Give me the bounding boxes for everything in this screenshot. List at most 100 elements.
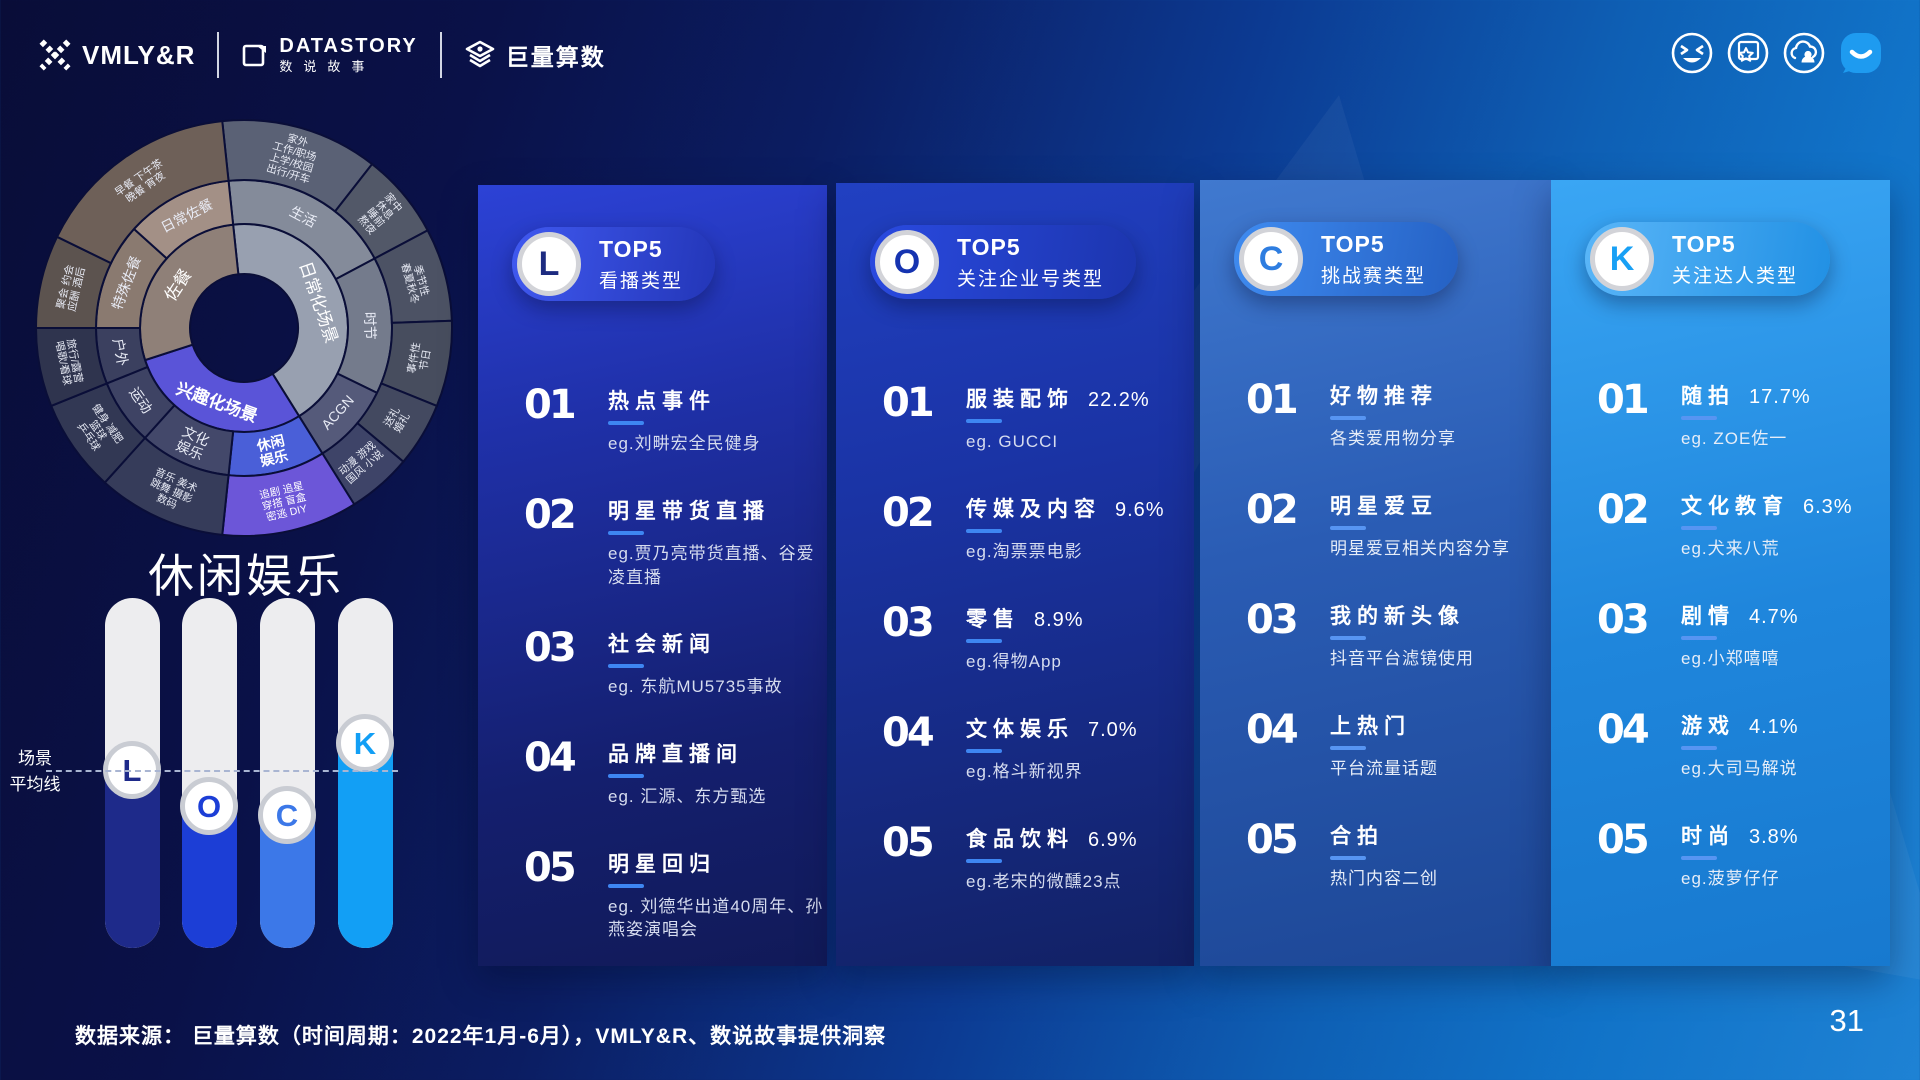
panel-K-creator-types: K TOP5 关注达人类型 01 随拍 17.7% eg. ZOE佐一 02 文化… xyxy=(1551,180,1890,966)
item-rank: 05 xyxy=(882,820,935,866)
item-desc: eg.得物App xyxy=(966,652,1062,671)
item-title: 游戏 4.1% xyxy=(1681,715,1799,738)
item-desc: eg.老宋的微醺23点 xyxy=(966,872,1122,891)
item-percent: 6.9% xyxy=(1088,829,1138,851)
list-item: 04 上热门 平台流量话题 xyxy=(1246,710,1555,782)
item-title: 传媒及内容 9.6% xyxy=(966,498,1165,521)
panel-subtitle: 看播类型 xyxy=(599,270,684,292)
item-desc: eg.淘票票电影 xyxy=(966,542,1083,561)
item-percent: 17.7% xyxy=(1749,386,1811,408)
list-item: 01 服装配饰 22.2% eg. GUCCI xyxy=(882,383,1194,455)
item-underline xyxy=(608,531,644,535)
bar-badge-K: K xyxy=(336,714,394,772)
item-title: 食品饮料 6.9% xyxy=(966,828,1138,851)
bar-badge-C: C xyxy=(258,786,316,844)
panel-K-letter-circle: K xyxy=(1590,227,1654,291)
panel-C-challenge-types: C TOP5 挑战赛类型 01 好物推荐 各类爱用物分享 02 明星爱豆 明星爱… xyxy=(1200,180,1555,966)
item-percent: 22.2% xyxy=(1088,389,1150,411)
list-item: 03 社会新闻 eg. 东航MU5735事故 xyxy=(524,628,827,700)
item-rank: 01 xyxy=(882,380,935,426)
logo-divider xyxy=(439,32,442,78)
list-item: 05 合拍 热门内容二创 xyxy=(1246,820,1555,892)
list-item: 03 零售 8.9% eg.得物App xyxy=(882,603,1194,675)
item-underline xyxy=(1330,526,1366,530)
datastory-logo-cn: 数说故事 xyxy=(279,59,376,75)
panel-top5-label: TOP5 xyxy=(1321,230,1385,257)
svg-text:户外: 户外 xyxy=(110,337,131,368)
svg-text:事件性节日: 事件性节日 xyxy=(405,341,435,376)
item-rank: 05 xyxy=(524,844,577,891)
item-percent: 7.0% xyxy=(1088,719,1138,741)
panel-top5-label: TOP5 xyxy=(1672,230,1736,257)
item-title: 社会新闻 xyxy=(608,632,716,656)
panel-K-items: 01 随拍 17.7% eg. ZOE佐一 02 文化教育 6.3% eg.犬来八荒… xyxy=(1551,296,1890,892)
panel-subtitle: 关注企业号类型 xyxy=(957,268,1105,290)
item-title: 剧情 4.7% xyxy=(1681,605,1799,628)
item-underline xyxy=(1681,856,1717,860)
item-percent: 9.6% xyxy=(1115,499,1165,521)
item-rank: 01 xyxy=(1246,377,1299,423)
list-item: 02 明星带货直播 eg.贾乃亮带货直播、谷爱凌直播 xyxy=(524,495,827,590)
item-desc: 抖音平台滤镜使用 xyxy=(1330,649,1474,668)
item-underline xyxy=(608,421,644,425)
cloud-user-icon xyxy=(1783,32,1825,74)
item-title: 明星带货直播 xyxy=(608,500,770,523)
item-title: 明星回归 xyxy=(608,852,716,876)
panel-letter: C xyxy=(1258,240,1284,278)
item-rank: 05 xyxy=(1246,817,1299,863)
panel-C-header: C TOP5 挑战赛类型 xyxy=(1234,222,1459,296)
item-rank: 04 xyxy=(1597,707,1650,753)
list-item: 03 剧情 4.7% eg.小郑嘻嘻 xyxy=(1597,600,1890,672)
item-underline xyxy=(608,663,644,668)
item-desc: eg.大司马解说 xyxy=(1681,759,1798,778)
item-desc: 平台流量话题 xyxy=(1330,759,1438,778)
bar-badge-O: O xyxy=(180,777,238,835)
item-rank: 02 xyxy=(1246,487,1299,533)
item-underline xyxy=(608,773,644,778)
panel-top5-label: TOP5 xyxy=(957,233,1021,260)
platform-icon-row xyxy=(1670,30,1884,76)
vmlyr-logo: VMLY&R xyxy=(38,38,195,72)
list-item: 02 传媒及内容 9.6% eg.淘票票电影 xyxy=(882,493,1194,565)
item-title: 品牌直播间 xyxy=(608,742,743,766)
highlighted-scene-title: 休闲娱乐 xyxy=(148,550,344,602)
star-badge-icon xyxy=(1727,32,1769,74)
item-rank: 04 xyxy=(882,710,935,756)
lock-bar-C: C xyxy=(258,598,316,948)
item-desc: eg.犬来八荒 xyxy=(1681,539,1780,558)
item-title: 上热门 xyxy=(1330,715,1411,738)
item-underline xyxy=(1330,856,1366,860)
item-title: 好物推荐 xyxy=(1330,385,1438,408)
panel-letter: L xyxy=(538,245,560,283)
item-desc: 明星爱豆相关内容分享 xyxy=(1330,539,1510,558)
panel-subtitle: 挑战赛类型 xyxy=(1321,265,1427,287)
item-title: 随拍 17.7% xyxy=(1681,385,1811,408)
item-rank: 04 xyxy=(1246,707,1299,753)
datastory-logo: DATASTORY 数说故事 xyxy=(241,36,417,74)
item-desc: eg.小郑嘻嘻 xyxy=(1681,649,1780,668)
svg-text:时节: 时节 xyxy=(362,312,378,340)
panel-O-letter-circle: O xyxy=(875,230,939,294)
juliang-icon xyxy=(465,40,495,68)
item-rank: 03 xyxy=(524,624,577,671)
item-desc: eg. ZOE佐一 xyxy=(1681,429,1788,448)
chat-bubble-icon xyxy=(1841,33,1881,73)
item-rank: 04 xyxy=(524,734,577,781)
item-title: 我的新头像 xyxy=(1330,605,1465,628)
item-underline xyxy=(1681,746,1717,750)
item-percent: 8.9% xyxy=(1034,609,1084,631)
badge-letter: C xyxy=(275,797,299,833)
panel-O-enterprise-account-types: O TOP5 关注企业号类型 01 服装配饰 22.2% eg. GUCCI 02… xyxy=(836,183,1194,966)
list-item: 01 随拍 17.7% eg. ZOE佐一 xyxy=(1597,380,1890,452)
item-desc: eg.菠萝仔仔 xyxy=(1681,869,1780,888)
item-underline xyxy=(1681,526,1717,530)
item-percent: 4.7% xyxy=(1749,606,1799,628)
item-underline xyxy=(1330,416,1366,420)
item-desc: eg.贾乃亮带货直播、谷爱凌直播 xyxy=(608,544,815,587)
list-item: 01 热点事件 eg.刘畊宏全民健身 xyxy=(524,385,827,457)
bar-fill xyxy=(338,743,393,948)
panel-L-watch-types: L TOP5 看播类型 01 热点事件 eg.刘畊宏全民健身 02 明星带货直播… xyxy=(478,185,827,966)
scene-sunburst-chart: 日常化场景兴趣化场景佐餐生活时节ACGN休闲娱乐文化娱乐运动户外特殊佐餐日常佐餐… xyxy=(34,119,453,537)
svg-text:休闲娱乐: 休闲娱乐 xyxy=(254,432,289,469)
item-rank: 02 xyxy=(1597,487,1650,533)
